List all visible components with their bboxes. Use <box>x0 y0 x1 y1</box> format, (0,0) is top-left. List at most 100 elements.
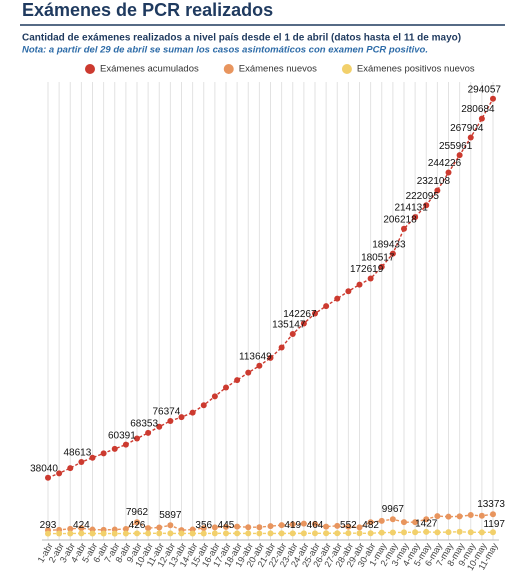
point <box>211 530 218 537</box>
point <box>134 530 140 537</box>
point <box>378 529 385 536</box>
data-label: 60391 <box>108 430 136 441</box>
data-label: 76374 <box>152 407 180 418</box>
data-label: 419 <box>284 520 301 531</box>
point <box>178 530 185 537</box>
point <box>334 530 341 537</box>
point <box>200 402 207 409</box>
legend-label: Exámenes positivos nuevos <box>357 64 475 75</box>
point <box>167 522 174 529</box>
point <box>467 512 474 519</box>
point <box>134 519 140 526</box>
data-label: 1197 <box>483 519 505 530</box>
point <box>156 530 163 537</box>
point <box>78 459 85 466</box>
point <box>367 275 374 282</box>
data-label: 232108 <box>417 176 451 187</box>
data-label: 13373 <box>477 499 505 510</box>
data-label: 552 <box>340 520 357 531</box>
point <box>278 530 285 537</box>
point <box>345 288 352 295</box>
point <box>134 435 140 442</box>
point <box>490 95 496 102</box>
point <box>245 530 252 537</box>
point <box>412 519 419 526</box>
point <box>223 523 229 530</box>
point <box>256 530 263 537</box>
data-label: 135147 <box>272 320 306 331</box>
point <box>211 524 218 531</box>
legend-label: Exámenes acumulados <box>100 64 199 75</box>
point <box>478 529 485 536</box>
legend-label: Exámenes nuevos <box>239 64 317 75</box>
data-label: 426 <box>129 520 146 531</box>
data-label: 464 <box>307 520 324 531</box>
data-label: 5897 <box>159 510 182 521</box>
point <box>223 530 229 537</box>
point <box>200 525 207 532</box>
point <box>167 530 174 537</box>
point <box>434 187 441 194</box>
legend-marker <box>223 64 234 74</box>
point <box>289 521 296 528</box>
point <box>323 303 330 310</box>
point <box>156 423 163 430</box>
point <box>367 530 374 537</box>
point <box>389 516 396 523</box>
data-label: 68353 <box>130 418 158 429</box>
point <box>156 524 163 531</box>
point <box>289 330 296 337</box>
point <box>122 441 129 448</box>
point <box>67 530 74 537</box>
point <box>289 530 296 537</box>
point <box>189 530 196 537</box>
point <box>356 524 363 531</box>
point <box>312 310 318 317</box>
legend-marker <box>341 64 352 74</box>
data-label: 293 <box>40 520 57 531</box>
point <box>245 369 252 376</box>
data-label: 189433 <box>372 239 406 250</box>
subtitle: Cantidad de exámenes realizados a nivel … <box>22 33 461 44</box>
data-label: 244226 <box>428 158 462 169</box>
data-label: 172619 <box>350 264 384 275</box>
point <box>334 295 341 302</box>
point <box>445 529 452 536</box>
point <box>378 517 385 524</box>
point <box>456 513 463 520</box>
point <box>401 519 407 526</box>
point <box>78 530 85 537</box>
point <box>223 384 229 391</box>
point <box>56 470 63 477</box>
point <box>234 377 241 384</box>
point <box>167 417 174 424</box>
point <box>423 516 430 523</box>
point <box>356 530 363 537</box>
data-label: 7962 <box>126 507 149 518</box>
point <box>100 530 107 537</box>
data-label: 180517 <box>361 252 395 263</box>
point <box>356 281 363 288</box>
data-label: 222095 <box>406 191 440 202</box>
point <box>334 522 341 529</box>
point <box>490 529 496 536</box>
point <box>323 523 330 530</box>
data-label: 356 <box>195 520 212 531</box>
point <box>345 530 352 537</box>
point <box>122 525 129 532</box>
point <box>45 474 51 481</box>
data-label: 482 <box>362 520 379 531</box>
point <box>312 530 318 537</box>
point <box>300 320 307 327</box>
point <box>100 450 107 457</box>
point <box>434 513 441 520</box>
series-line <box>47 98 494 479</box>
legend-marker <box>85 64 95 74</box>
point <box>256 362 263 369</box>
note: Nota: a partir del 29 de abril se suman … <box>22 45 428 56</box>
point <box>401 225 407 232</box>
point <box>145 525 152 532</box>
data-label: 280684 <box>461 104 495 115</box>
point <box>267 523 274 530</box>
